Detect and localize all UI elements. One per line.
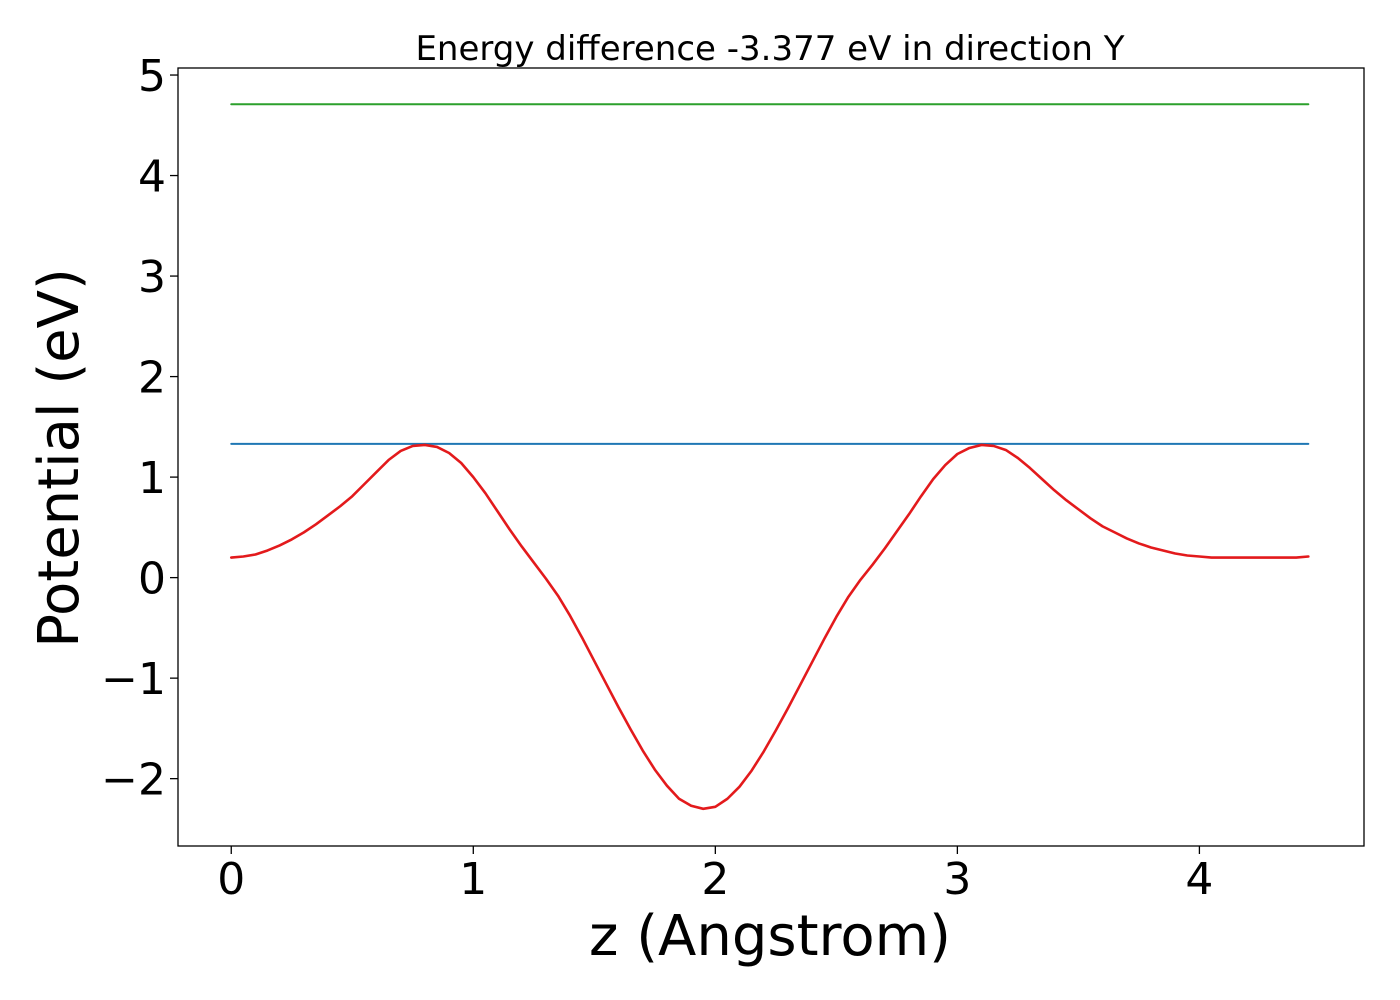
x-tick-label: 2	[701, 854, 729, 905]
y-tick-label: −1	[101, 654, 166, 705]
x-axis-title: z (Angstrom)	[589, 904, 951, 969]
x-tick-label: 1	[459, 854, 487, 905]
plot-frame	[177, 67, 1365, 847]
y-tick-label: 2	[138, 353, 166, 404]
y-tick-label: 4	[138, 152, 166, 203]
y-tick-label: 5	[138, 51, 166, 102]
x-tick-label: 0	[217, 854, 245, 905]
ticks-layer: 0 1 2 3 4 −2 −1 0 1 2 3 4 5	[101, 51, 1213, 905]
y-tick-label: −2	[101, 755, 166, 806]
chart-title: Energy difference -3.377 eV in direction…	[415, 29, 1124, 69]
y-tick-label: 3	[138, 252, 166, 303]
y-axis-title: Potential (eV)	[27, 268, 92, 648]
y-tick-label: 1	[138, 453, 166, 504]
series-line-2	[229, 443, 1310, 811]
x-tick-label: 3	[943, 854, 971, 905]
series-layer	[229, 103, 1310, 811]
y-tick-label: 0	[138, 554, 166, 605]
x-tick-label: 4	[1185, 854, 1213, 905]
